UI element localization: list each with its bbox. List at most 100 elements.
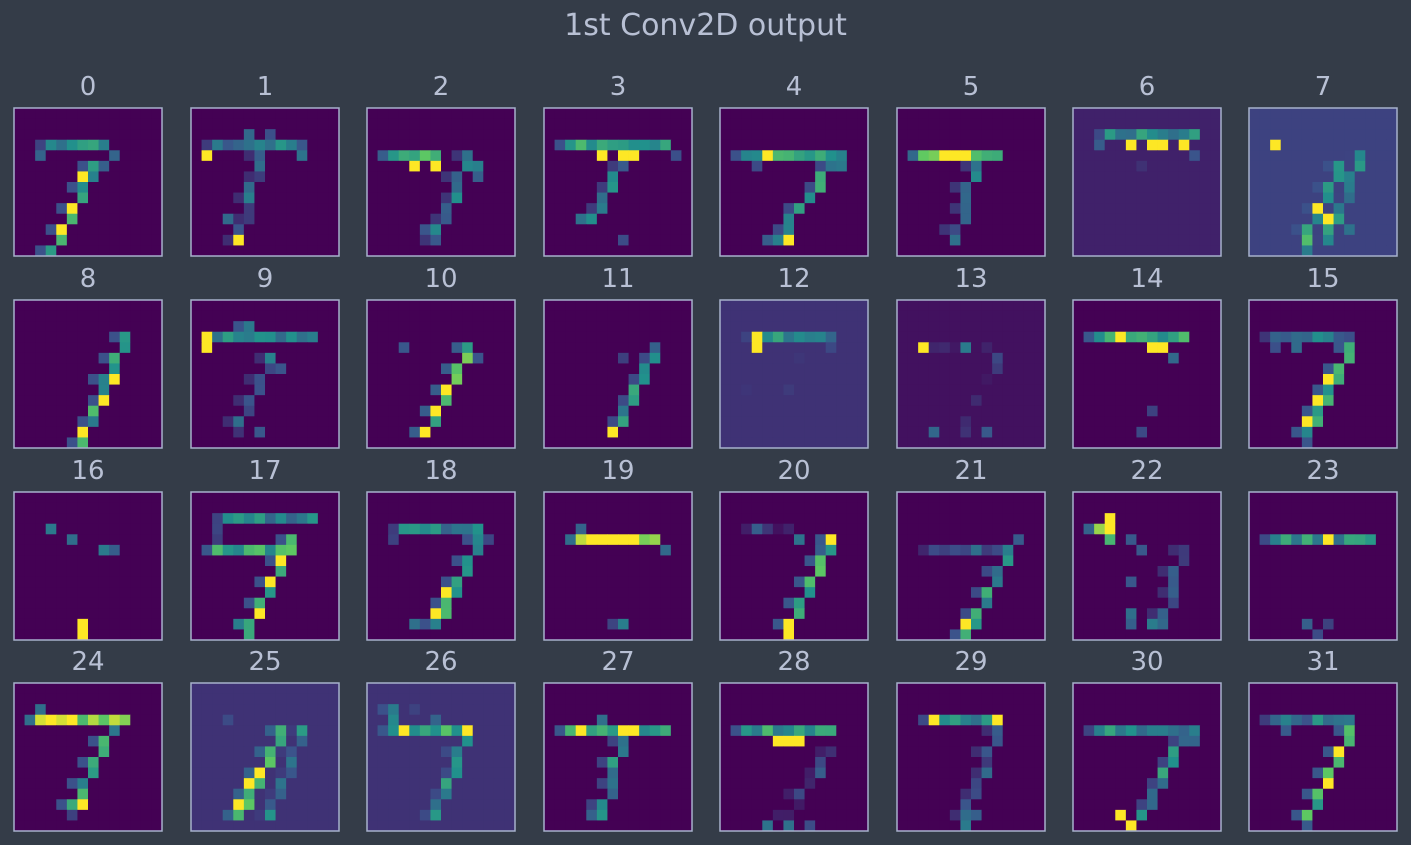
map-cell: [544, 118, 555, 130]
map-cell: [815, 118, 827, 130]
map-cell: [1270, 224, 1282, 236]
map-cell: [462, 108, 474, 119]
map-cell: [14, 597, 25, 609]
map-cell: [1259, 331, 1271, 343]
map-cell: [1002, 629, 1014, 641]
map-cell: [772, 374, 784, 385]
map-cell: [575, 192, 587, 204]
map-cell: [928, 618, 940, 630]
map-cell: [88, 245, 99, 257]
map-cell: [493, 310, 505, 322]
map-cell: [783, 597, 795, 609]
map-cell: [741, 150, 753, 162]
map-cell: [1210, 384, 1222, 396]
map-cell: [1291, 310, 1303, 322]
map-cell: [544, 426, 555, 438]
map-cell: [462, 426, 474, 438]
map-cell: [618, 523, 629, 535]
map-cell: [398, 405, 410, 417]
map-cell: [1168, 576, 1180, 588]
map-cell: [14, 192, 25, 204]
map-cell: [1210, 182, 1222, 193]
map-cell: [741, 160, 753, 172]
map-cell: [1280, 513, 1292, 525]
map-cell: [794, 182, 805, 193]
map-cell: [565, 523, 577, 535]
map-cell: [730, 234, 742, 246]
map-cell: [1189, 544, 1201, 556]
map-cell: [971, 502, 982, 514]
map-cell: [388, 597, 400, 609]
map-cell: [544, 363, 555, 375]
map-cell: [836, 374, 848, 385]
map-cell: [1344, 416, 1356, 428]
map-cell: [88, 725, 99, 737]
map-cell: [212, 374, 224, 385]
map-cell: [751, 492, 763, 503]
map-cell: [98, 331, 110, 343]
map-cell: [981, 576, 993, 588]
map-cell: [296, 629, 308, 641]
map-cell: [1312, 300, 1324, 311]
map-cell: [45, 321, 57, 333]
map-cell: [1259, 171, 1271, 183]
map-cell: [815, 576, 827, 588]
map-cell: [741, 608, 753, 620]
map-cell: [1136, 139, 1148, 151]
map-cell: [1323, 310, 1334, 322]
map-cell: [191, 150, 202, 162]
map-cell: [201, 597, 213, 609]
map-cell: [971, 234, 982, 246]
map-cell: [493, 213, 505, 225]
map-cell: [939, 576, 951, 588]
map-cell: [56, 492, 68, 503]
map-cell: [1249, 502, 1260, 514]
map-cell: [1034, 523, 1046, 535]
map-cell: [618, 597, 629, 609]
map-cell: [741, 374, 753, 385]
map-cell: [1333, 492, 1345, 503]
map-cell: [1002, 300, 1014, 311]
map-cell: [151, 171, 163, 183]
map-cell: [151, 523, 163, 535]
map-cell: [544, 395, 555, 407]
map-cell: [140, 757, 152, 768]
map-cell: [151, 384, 163, 396]
map-cell: [1157, 331, 1169, 343]
map-cell: [88, 704, 99, 716]
map-cell: [377, 129, 389, 141]
map-cell: [928, 395, 940, 407]
map-cell: [1104, 523, 1116, 535]
map-cell: [815, 321, 827, 333]
map-cell: [1301, 129, 1313, 141]
map-cell: [1013, 213, 1025, 225]
map-cell: [554, 492, 566, 503]
map-cell: [1147, 192, 1158, 204]
map-cell: [1023, 437, 1035, 449]
map-cell: [1157, 405, 1169, 417]
map-cell: [1115, 587, 1127, 599]
map-cell: [1210, 513, 1222, 525]
map-cell: [971, 108, 982, 119]
map-cell: [1104, 426, 1116, 438]
map-cell: [720, 597, 731, 609]
map-cell: [1136, 384, 1148, 396]
map-cell: [109, 566, 121, 577]
map-cell: [441, 405, 452, 417]
map-cell: [151, 224, 163, 236]
map-cell: [1147, 395, 1158, 407]
map-cell: [130, 502, 142, 514]
map-cell: [1094, 139, 1106, 151]
map-cell: [1301, 160, 1313, 172]
map-cell: [815, 523, 827, 535]
map-cell: [1386, 192, 1398, 204]
map-cell: [565, 108, 577, 119]
map-cell: [1375, 321, 1387, 333]
map-cell: [575, 502, 587, 514]
map-cell: [1375, 310, 1387, 322]
map-cell: [419, 608, 431, 620]
map-cell: [1115, 618, 1127, 630]
map-cell: [575, 544, 587, 556]
panel-label: 2: [432, 72, 450, 102]
map-cell: [14, 714, 25, 726]
